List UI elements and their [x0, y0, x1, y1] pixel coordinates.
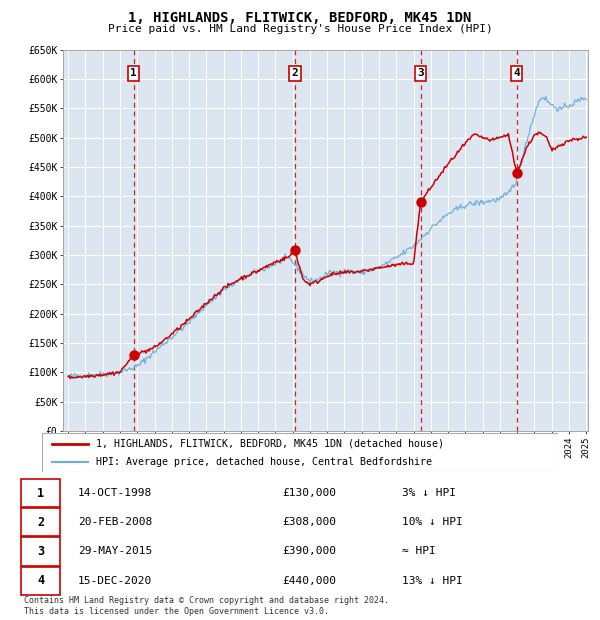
Text: £308,000: £308,000: [282, 517, 336, 528]
Text: £390,000: £390,000: [282, 546, 336, 557]
FancyBboxPatch shape: [42, 433, 558, 472]
Text: 20-FEB-2008: 20-FEB-2008: [78, 517, 152, 528]
Text: 1, HIGHLANDS, FLITWICK, BEDFORD, MK45 1DN: 1, HIGHLANDS, FLITWICK, BEDFORD, MK45 1D…: [128, 11, 472, 25]
Text: 1: 1: [130, 68, 137, 78]
Text: £130,000: £130,000: [282, 488, 336, 498]
Text: 29-MAY-2015: 29-MAY-2015: [78, 546, 152, 557]
Text: 3% ↓ HPI: 3% ↓ HPI: [402, 488, 456, 498]
Text: ≈ HPI: ≈ HPI: [402, 546, 436, 557]
Text: Price paid vs. HM Land Registry's House Price Index (HPI): Price paid vs. HM Land Registry's House …: [107, 24, 493, 33]
Text: 4: 4: [37, 574, 44, 587]
Text: 2: 2: [292, 68, 298, 78]
Text: 10% ↓ HPI: 10% ↓ HPI: [402, 517, 463, 528]
Text: 1: 1: [37, 487, 44, 500]
Text: 2: 2: [37, 516, 44, 529]
Text: Contains HM Land Registry data © Crown copyright and database right 2024.
This d: Contains HM Land Registry data © Crown c…: [24, 596, 389, 616]
Text: 3: 3: [37, 545, 44, 558]
Text: 15-DEC-2020: 15-DEC-2020: [78, 575, 152, 586]
Text: 13% ↓ HPI: 13% ↓ HPI: [402, 575, 463, 586]
Text: 14-OCT-1998: 14-OCT-1998: [78, 488, 152, 498]
Text: 3: 3: [417, 68, 424, 78]
Text: HPI: Average price, detached house, Central Bedfordshire: HPI: Average price, detached house, Cent…: [96, 457, 432, 467]
Text: £440,000: £440,000: [282, 575, 336, 586]
Text: 4: 4: [513, 68, 520, 78]
Text: 1, HIGHLANDS, FLITWICK, BEDFORD, MK45 1DN (detached house): 1, HIGHLANDS, FLITWICK, BEDFORD, MK45 1D…: [96, 439, 444, 449]
